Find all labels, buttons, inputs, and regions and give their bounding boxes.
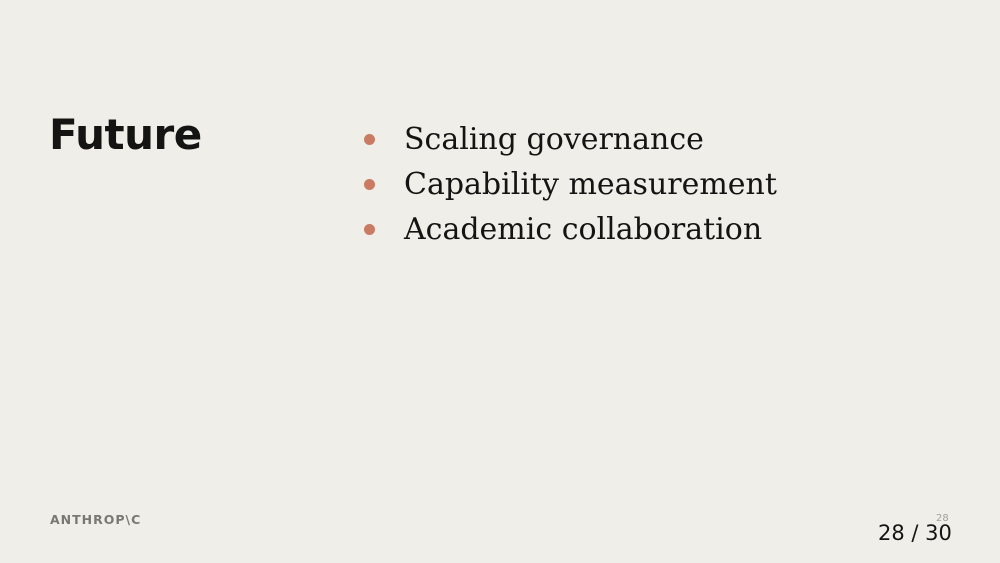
list-item: Capability measurement [364,162,777,207]
bullet-text: Academic collaboration [404,212,763,247]
bullet-dot-icon [364,224,375,235]
bullet-list: Scaling governance Capability measuremen… [364,117,777,252]
bullet-text: Capability measurement [404,167,777,202]
page-counter: 28 / 30 [878,521,952,545]
slide-number: 28 [936,513,949,524]
slide-title: Future [49,110,202,159]
bullet-dot-icon [364,134,375,145]
list-item: Academic collaboration [364,207,777,252]
bullet-dot-icon [364,179,375,190]
brand-logo: ANTHROP\C [50,512,142,527]
list-item: Scaling governance [364,117,777,162]
bullet-text: Scaling governance [404,122,704,157]
